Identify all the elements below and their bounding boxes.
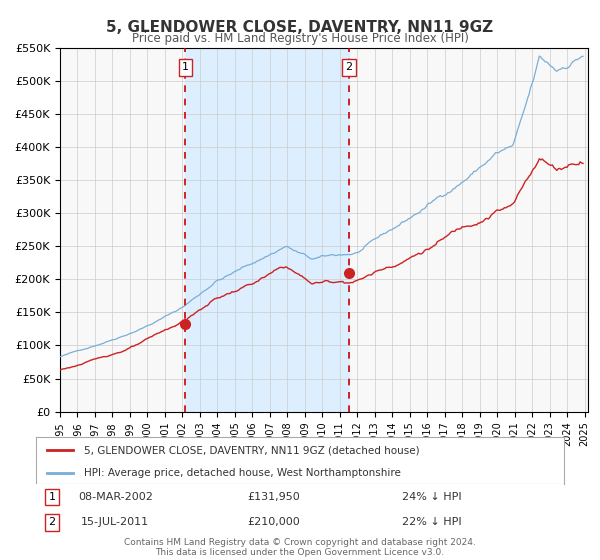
Text: 5, GLENDOWER CLOSE, DAVENTRY, NN11 9GZ: 5, GLENDOWER CLOSE, DAVENTRY, NN11 9GZ xyxy=(106,20,494,35)
Text: 24% ↓ HPI: 24% ↓ HPI xyxy=(402,492,462,502)
Text: 2: 2 xyxy=(346,63,353,72)
Text: 5, GLENDOWER CLOSE, DAVENTRY, NN11 9GZ (detached house): 5, GLENDOWER CLOSE, DAVENTRY, NN11 9GZ (… xyxy=(83,445,419,455)
Text: 1: 1 xyxy=(49,492,55,502)
Text: 2: 2 xyxy=(48,517,55,527)
Text: Contains HM Land Registry data © Crown copyright and database right 2024.
This d: Contains HM Land Registry data © Crown c… xyxy=(124,538,476,557)
Text: 1: 1 xyxy=(182,63,189,72)
Text: HPI: Average price, detached house, West Northamptonshire: HPI: Average price, detached house, West… xyxy=(83,468,400,478)
Text: £131,950: £131,950 xyxy=(247,492,300,502)
Text: 22% ↓ HPI: 22% ↓ HPI xyxy=(402,517,462,527)
Text: £210,000: £210,000 xyxy=(247,517,300,527)
Text: 15-JUL-2011: 15-JUL-2011 xyxy=(81,517,149,527)
Text: 08-MAR-2002: 08-MAR-2002 xyxy=(78,492,152,502)
Bar xyxy=(185,48,349,412)
Text: Price paid vs. HM Land Registry's House Price Index (HPI): Price paid vs. HM Land Registry's House … xyxy=(131,32,469,45)
